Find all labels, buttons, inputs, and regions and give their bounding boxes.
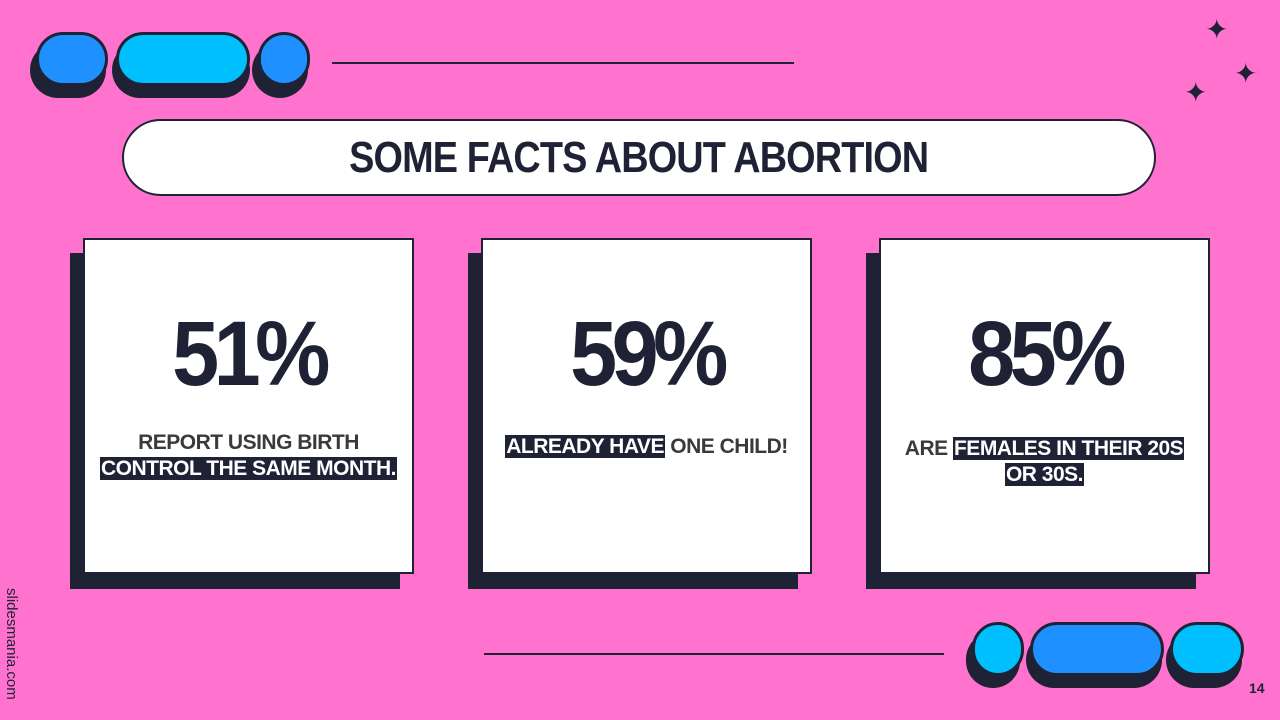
- fact-description-highlight: ALREADY HAVE: [505, 435, 665, 458]
- fact-description-line: REPORT USING BIRTH: [138, 431, 359, 454]
- pill-decoration: [1170, 622, 1244, 676]
- fact-description-highlight: CONTROL THE SAME MONTH.: [100, 457, 397, 480]
- pill-decoration: [1030, 622, 1164, 676]
- brand-watermark: slidesmania.com: [3, 588, 20, 700]
- pill-decoration: [116, 32, 250, 86]
- fact-value: 85%: [968, 303, 1126, 405]
- fact-description: ARE FEMALES IN THEIR 20S OR 30S.: [891, 436, 1198, 488]
- fact-description-highlight: OR 30S.: [1004, 463, 1085, 486]
- fact-value: 59%: [570, 303, 728, 405]
- fact-description: ALREADY HAVE ONE CHILD!: [493, 434, 800, 460]
- sparkle-icon: ✦: [1234, 58, 1258, 89]
- fact-description-highlight: FEMALES IN THEIR 20S: [952, 437, 1185, 460]
- pill-decoration: [258, 32, 310, 86]
- fact-card-3: 85% ARE FEMALES IN THEIR 20S OR 30S.: [879, 238, 1210, 574]
- fact-card-2: 59% ALREADY HAVE ONE CHILD!: [481, 238, 812, 574]
- fact-card-1: 51% REPORT USING BIRTH CONTROL THE SAME …: [83, 238, 414, 574]
- page-number: 14: [1249, 680, 1265, 696]
- fact-description-line: ONE CHILD!: [664, 435, 788, 458]
- pill-decoration: [36, 32, 108, 86]
- sparkle-icon: ✦: [1184, 77, 1208, 108]
- fact-description-line: ARE: [904, 437, 953, 460]
- fact-value: 51%: [172, 303, 330, 405]
- sparkle-icon: ✦: [1205, 14, 1229, 45]
- pill-decoration: [972, 622, 1024, 676]
- fact-description: REPORT USING BIRTH CONTROL THE SAME MONT…: [95, 430, 402, 482]
- page-title: SOME FACTS ABOUT ABORTION: [349, 132, 929, 182]
- divider-line: [484, 653, 944, 655]
- divider-line: [332, 62, 794, 64]
- title-box: SOME FACTS ABOUT ABORTION: [122, 119, 1156, 196]
